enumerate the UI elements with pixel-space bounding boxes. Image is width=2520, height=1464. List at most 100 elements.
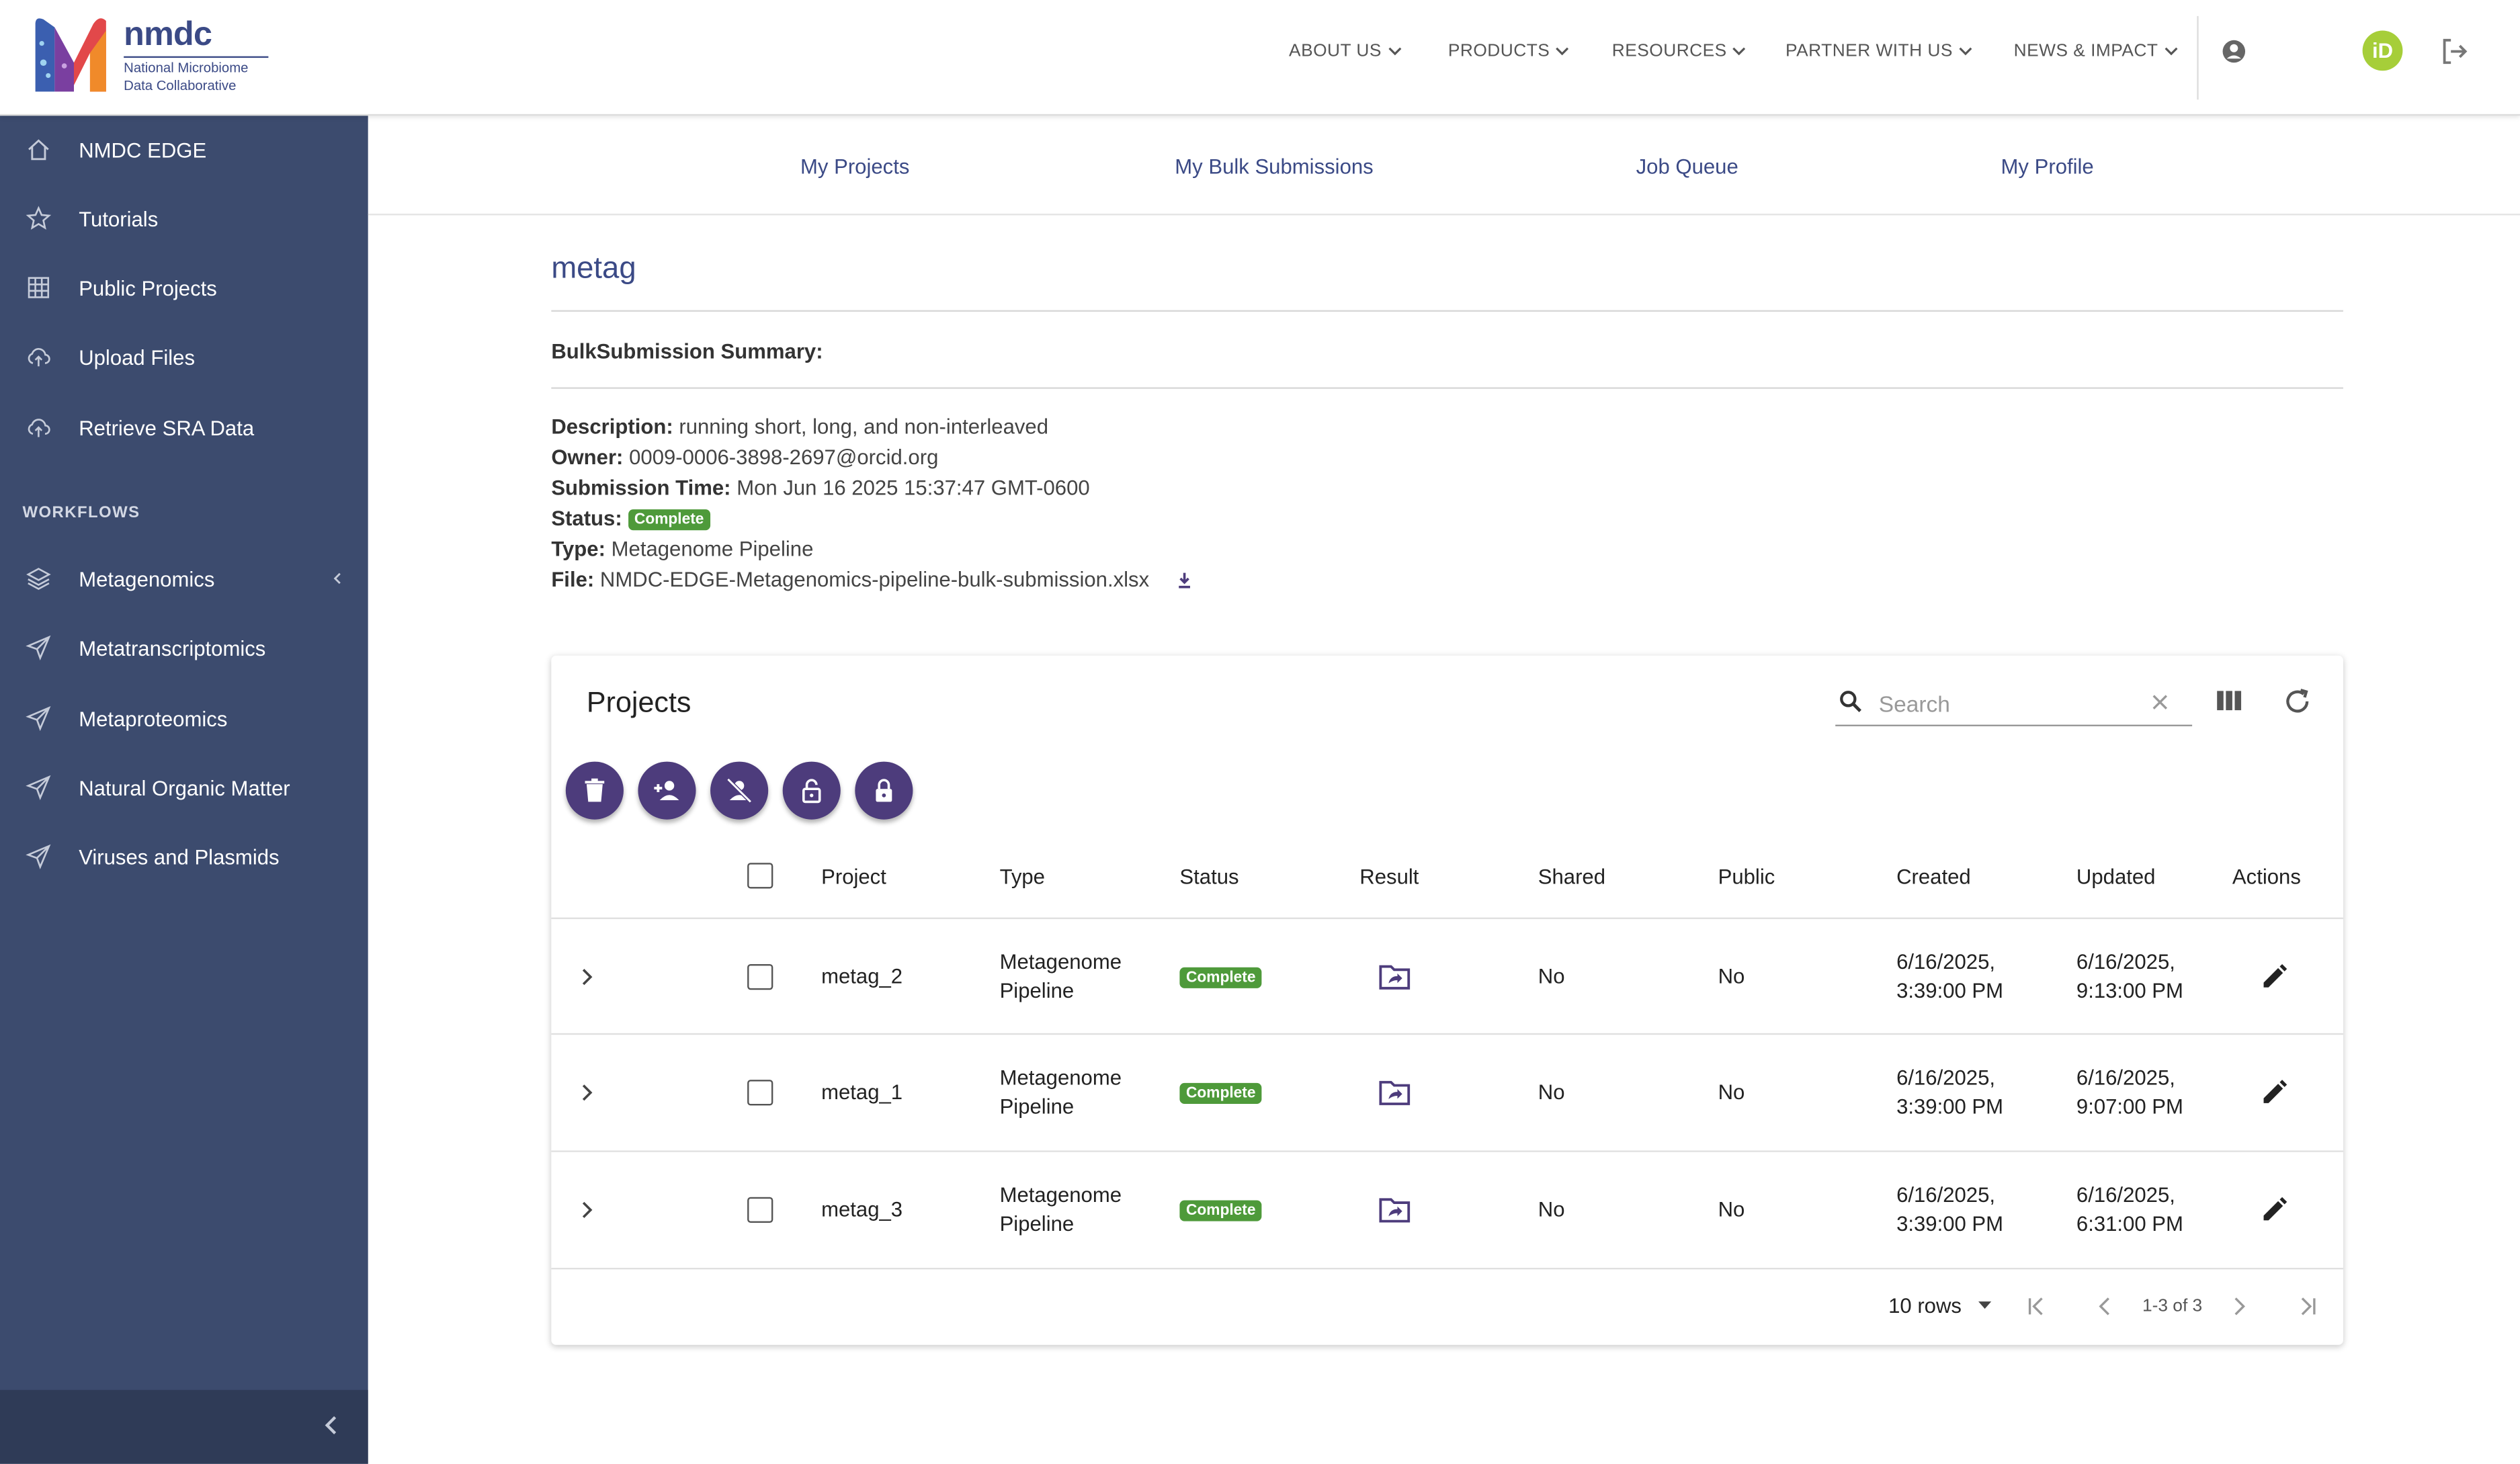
first-page-icon[interactable] [2025,1295,2047,1318]
clear-icon[interactable] [2149,691,2171,713]
make-private-button[interactable] [855,761,913,820]
logout-icon[interactable] [2438,36,2470,68]
nav-label: ABOUT US [1289,42,1382,61]
sidebar-item-viruses-and-plasmids[interactable]: Viruses and Plasmids [0,828,368,886]
created-date: 6/16/2025, [1896,1065,1996,1090]
nav-partner-with-us[interactable]: PARTNER WITH US [1786,42,1974,61]
sidebar-item-label: Tutorials [79,206,159,231]
expand-row-icon[interactable] [577,967,597,987]
created-value: 6/16/2025, 3:39:00 PM [1896,948,2003,1006]
sidebar-item-tutorials[interactable]: Tutorials [0,189,368,247]
divider [551,387,2343,389]
row-checkbox[interactable] [747,1197,773,1223]
meta-label: Submission Time: [551,475,731,500]
sidebar-item-upload-files[interactable]: Upload Files [0,328,368,386]
orcid-badge[interactable]: iD [2362,30,2403,71]
column-header-updated[interactable]: Updated [2076,864,2156,889]
column-header-project[interactable]: Project [821,864,886,889]
search-input[interactable] [1875,686,2140,722]
projects-table-title: Projects [586,686,691,719]
result-folder-icon[interactable] [1378,1076,1413,1109]
nav-resources[interactable]: RESOURCES [1612,42,1748,61]
edit-icon[interactable] [2260,963,2289,992]
edit-icon[interactable] [2260,1195,2289,1224]
meta-value: 0009-0006-3898-2697@orcid.org [629,445,939,470]
row-checkbox[interactable] [747,963,773,990]
sidebar-item-label: NMDC EDGE [79,137,207,162]
sidebar-item-metagenomics[interactable]: Metagenomics [0,550,368,607]
project-type-line: Metagenome [999,1065,1122,1090]
subnav-my-bulk-submissions[interactable]: My Bulk Submissions [1175,154,1374,179]
sidebar-item-natural-organic-matter[interactable]: Natural Organic Matter [0,759,368,816]
logo-wordmark: nmdc [124,15,212,53]
created-date: 6/16/2025, [1896,1182,1996,1207]
subnav-job-queue[interactable]: Job Queue [1636,154,1738,179]
result-folder-icon[interactable] [1378,1194,1413,1226]
home-icon [28,139,49,161]
status-badge: Complete [1179,1200,1263,1221]
sidebar-item-metatranscriptomics[interactable]: Metatranscriptomics [0,619,368,677]
project-name: metag_3 [821,1197,903,1221]
sidebar-section-workflows: WORKFLOWS [22,504,140,523]
download-icon[interactable] [1175,570,1194,590]
nav-label: PARTNER WITH US [1786,42,1953,61]
top-bar: nmdc National Microbiome Data Collaborat… [0,0,2520,116]
projects-table-card: Projects Project Type Status Result [551,655,2343,1345]
edit-icon[interactable] [2260,1078,2289,1107]
account-circle-icon[interactable] [2221,38,2246,64]
expand-row-icon[interactable] [577,1083,597,1103]
nmdc-m-logo-mark [35,18,106,92]
sidebar-item-metaproteomics[interactable]: Metaproteomics [0,689,368,747]
subnav-my-profile[interactable]: My Profile [2001,154,2094,179]
summary-heading: BulkSubmission Summary: [551,339,823,363]
logo-subtitle-line1: National Microbiome [124,59,249,76]
column-header-status[interactable]: Status [1179,864,1239,889]
columns-icon[interactable] [2215,686,2244,715]
column-header-public[interactable]: Public [1718,864,1775,889]
search-field [1835,680,2193,726]
page-range: 1-3 of 3 [2142,1297,2203,1316]
unshare-button[interactable] [710,761,769,820]
select-all-checkbox[interactable] [747,863,773,889]
row-checkbox[interactable] [747,1080,773,1106]
rows-per-page-select[interactable]: 10 rows [1888,1293,1993,1318]
next-page-icon[interactable] [2228,1295,2250,1318]
make-public-button[interactable] [782,761,841,820]
row-divider [551,1267,2343,1270]
created-value: 6/16/2025, 3:39:00 PM [1896,1064,2003,1121]
meta-label: File: [551,567,595,592]
subnav-my-projects[interactable]: My Projects [800,154,910,179]
created-date: 6/16/2025, [1896,949,1996,974]
last-page-icon[interactable] [2297,1295,2319,1318]
updated-date: 6/16/2025, [2076,1065,2175,1090]
project-type-line: Pipeline [999,1094,1075,1119]
project-type-line: Metagenome [999,949,1122,974]
delete-button[interactable] [565,761,624,820]
expand-row-icon[interactable] [577,1201,597,1220]
row-divider [551,917,2343,919]
nav-news-impact[interactable]: NEWS & IMPACT [2014,42,2179,61]
row-divider [551,1150,2343,1152]
person-remove-icon [726,777,752,804]
result-folder-icon[interactable] [1378,961,1413,993]
column-header-type[interactable]: Type [999,864,1045,889]
sidebar-item-retrieve-sra-data[interactable]: Retrieve SRA Data [0,398,368,456]
nmdc-logo[interactable]: nmdc National Microbiome Data Collaborat… [32,15,269,98]
sidebar-item-nmdc-edge[interactable]: NMDC EDGE [0,120,368,178]
column-header-result[interactable]: Result [1359,864,1419,889]
share-button[interactable] [638,761,696,820]
meta-status: Status: Complete [551,506,711,531]
nav-products[interactable]: PRODUCTS [1448,42,1571,61]
refresh-icon[interactable] [2282,686,2312,716]
nav-about-us[interactable]: ABOUT US [1289,42,1402,61]
previous-page-icon[interactable] [2094,1295,2116,1318]
file-link[interactable]: NMDC-EDGE-Metagenomics-pipeline-bulk-sub… [599,567,1150,592]
layers-icon [26,568,51,591]
column-header-shared[interactable]: Shared [1538,864,1606,889]
column-header-created[interactable]: Created [1896,864,1971,889]
collapse-sidebar-icon[interactable] [320,1414,342,1436]
sidebar-item-public-projects[interactable]: Public Projects [0,259,368,316]
sidebar-item-label: Natural Organic Matter [79,775,290,800]
updated-date: 6/16/2025, [2076,949,2175,974]
project-name: metag_1 [821,1080,903,1105]
